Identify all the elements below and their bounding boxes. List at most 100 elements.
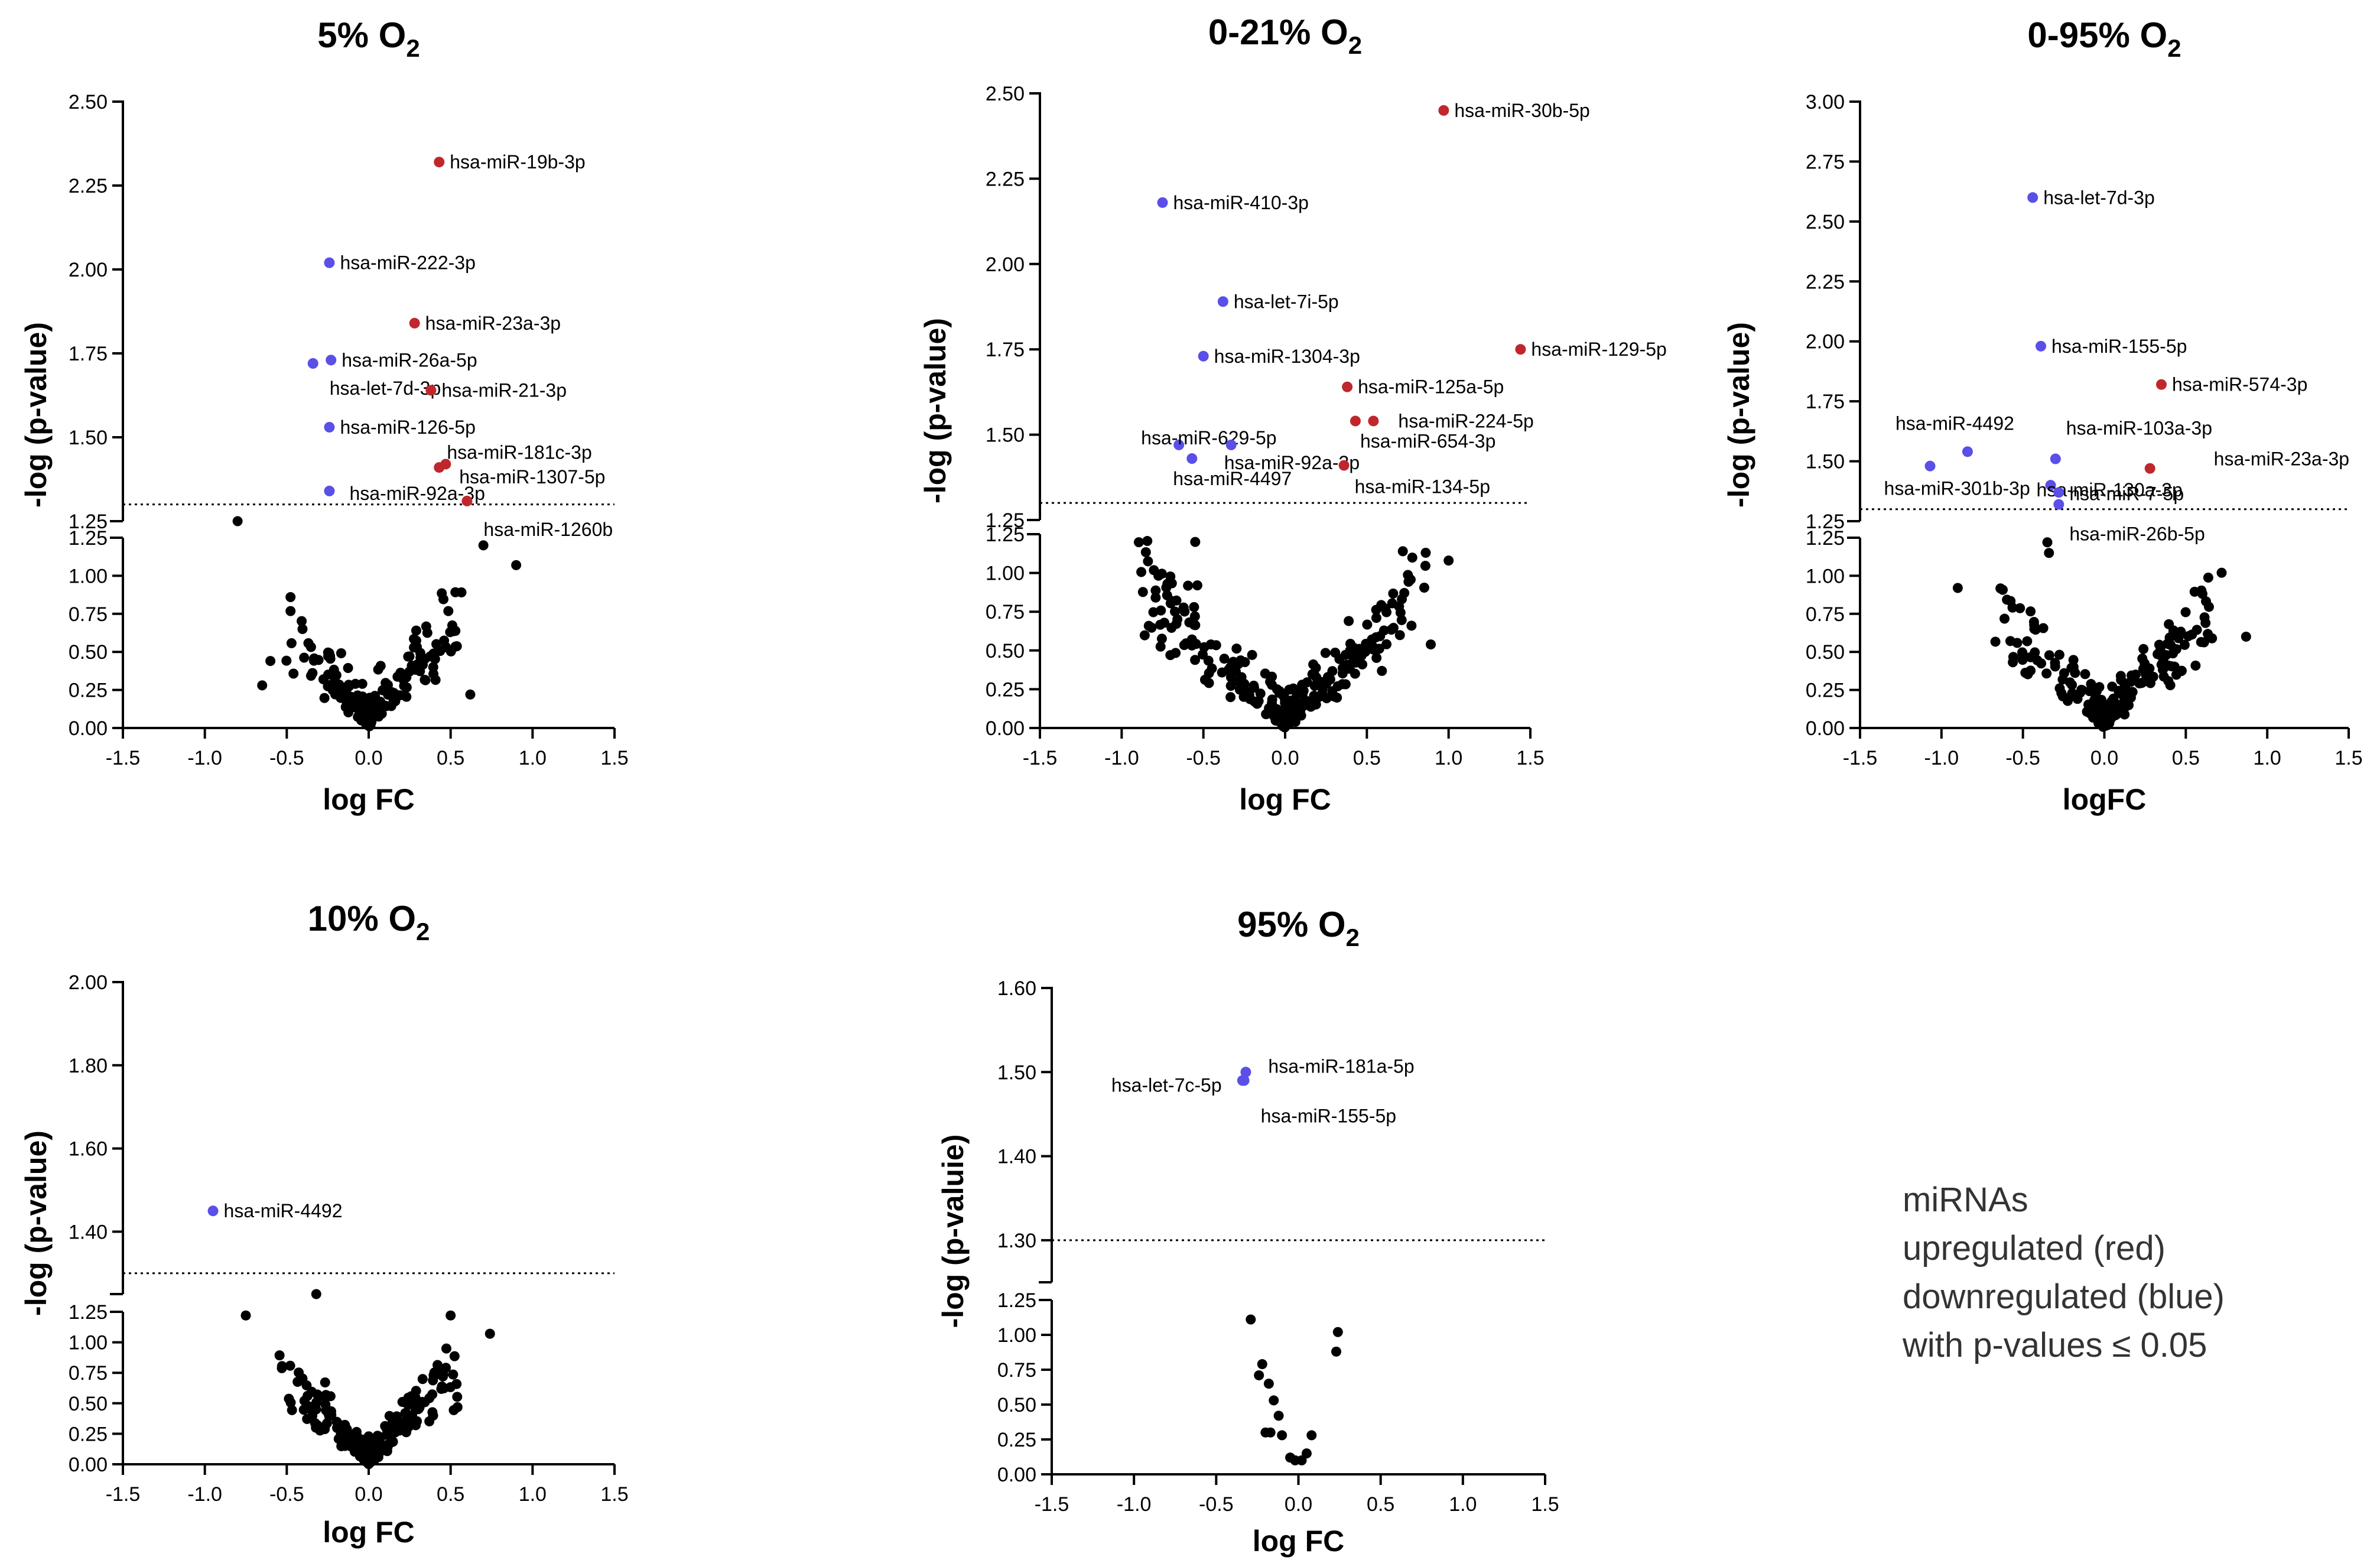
data-point bbox=[1189, 602, 1199, 612]
data-point bbox=[274, 1350, 285, 1361]
data-point bbox=[1148, 607, 1159, 618]
data-point bbox=[452, 1392, 463, 1402]
x-tick-label: 1.5 bbox=[1516, 747, 1544, 769]
data-point bbox=[2108, 693, 2119, 704]
data-point bbox=[441, 642, 451, 652]
data-point bbox=[2137, 678, 2147, 688]
panel-5pct-o2: 5% O2 1.25 1.50 1.75 2.00 2.25 2.50 0.00 0.25 0.5… bbox=[19, 15, 629, 816]
data-point bbox=[1388, 588, 1399, 599]
x-tick-label: 0.0 bbox=[1271, 747, 1299, 769]
data-point bbox=[1397, 546, 1408, 557]
downregulated-point bbox=[1186, 453, 1198, 464]
data-point bbox=[1990, 636, 2001, 647]
data-point bbox=[1407, 552, 1417, 563]
x-tick-label: 1.5 bbox=[2335, 747, 2362, 769]
data-point bbox=[2103, 711, 2114, 722]
x-tick-label: 0.5 bbox=[437, 1483, 464, 1506]
downregulated-point bbox=[1225, 439, 1237, 450]
y-axis-title: -log (p-value) bbox=[19, 1130, 53, 1316]
x-tick-label: -1.5 bbox=[1023, 747, 1058, 769]
data-point bbox=[1225, 692, 1236, 703]
downregulated-point bbox=[307, 358, 318, 369]
data-point bbox=[353, 711, 363, 722]
data-point bbox=[1178, 602, 1189, 613]
y-tick-label: 1.00 bbox=[69, 1332, 108, 1354]
data-point bbox=[1203, 655, 1214, 666]
data-point bbox=[1345, 639, 1355, 649]
data-point bbox=[2042, 537, 2053, 548]
point-label: hsa-let-7d-3p bbox=[330, 378, 441, 399]
data-point bbox=[1217, 667, 1227, 678]
data-point bbox=[2083, 699, 2093, 710]
y-tick-label: 0.00 bbox=[1806, 717, 1845, 740]
data-point bbox=[302, 1413, 313, 1424]
y-tick-label: 1.25 bbox=[69, 527, 108, 550]
data-point bbox=[401, 682, 412, 693]
data-point bbox=[1375, 631, 1386, 642]
data-point bbox=[427, 1407, 438, 1418]
data-point bbox=[2005, 596, 2016, 606]
data-point bbox=[1405, 574, 1416, 585]
data-point bbox=[1162, 578, 1173, 589]
data-point bbox=[2030, 647, 2040, 658]
data-point bbox=[1321, 693, 1332, 704]
data-point bbox=[2096, 694, 2107, 705]
x-tick-label: 0.0 bbox=[2090, 747, 2118, 769]
data-point bbox=[339, 693, 350, 704]
data-point bbox=[1367, 634, 1377, 645]
panel-title: 10% O2 bbox=[308, 899, 430, 945]
data-point bbox=[451, 1379, 462, 1389]
data-point bbox=[1248, 682, 1259, 693]
data-point bbox=[2068, 691, 2079, 701]
point-label: hsa-miR-654-3p bbox=[1360, 430, 1495, 451]
panel-title: 95% O2 bbox=[1237, 905, 1360, 951]
upregulated-point bbox=[1338, 460, 1350, 471]
data-point bbox=[311, 1289, 321, 1299]
data-point bbox=[323, 670, 333, 680]
data-point bbox=[1238, 683, 1248, 694]
data-point bbox=[2207, 633, 2218, 644]
data-point bbox=[2199, 637, 2209, 648]
y-tick-label: 2.50 bbox=[986, 83, 1025, 105]
y-tick-label: 1.00 bbox=[997, 1324, 1036, 1347]
data-point bbox=[420, 674, 430, 685]
data-point bbox=[1406, 620, 1417, 631]
data-point bbox=[297, 616, 307, 626]
data-point bbox=[2085, 708, 2095, 719]
data-point bbox=[1387, 598, 1397, 609]
data-point bbox=[2140, 658, 2150, 669]
data-point bbox=[390, 1427, 401, 1438]
panel-0-95pct-o2: 0-95% O2 1.25 1.50 1.75 2.00 2.25 2.50 2.75 3.00… bbox=[1722, 15, 2363, 816]
upregulated-point bbox=[1438, 105, 1449, 116]
data-point bbox=[398, 671, 409, 682]
data-point bbox=[286, 638, 297, 649]
point-label: hsa-miR-301b-3p bbox=[1884, 478, 2030, 499]
y-tick-label: 2.00 bbox=[69, 259, 108, 281]
data-point bbox=[285, 592, 296, 602]
data-point bbox=[287, 1405, 297, 1415]
y-tick-label: 3.00 bbox=[1806, 91, 1845, 113]
data-point bbox=[311, 1397, 322, 1408]
data-point bbox=[1341, 659, 1352, 670]
y-tick-label: 1.25 bbox=[69, 511, 108, 533]
data-point bbox=[308, 655, 319, 666]
data-point bbox=[437, 588, 447, 599]
data-point bbox=[1261, 709, 1272, 720]
legend: miRNAs upregulated (red) downregulated (… bbox=[1903, 1176, 2225, 1370]
downregulated-point bbox=[207, 1205, 219, 1217]
data-point bbox=[450, 587, 461, 597]
data-point bbox=[383, 690, 394, 700]
x-axis-title: log FC bbox=[1239, 783, 1331, 816]
data-point bbox=[240, 1310, 251, 1321]
data-point bbox=[445, 627, 456, 638]
data-point bbox=[1396, 615, 1407, 625]
y-tick-label: 0.00 bbox=[69, 1454, 108, 1476]
x-tick-label: -0.5 bbox=[1199, 1493, 1234, 1516]
data-point bbox=[357, 678, 368, 689]
data-point bbox=[1136, 567, 1147, 577]
point-label: hsa-miR-23a-3p bbox=[425, 313, 561, 334]
data-point bbox=[392, 1415, 403, 1425]
y-tick-label: 2.50 bbox=[1806, 211, 1845, 233]
data-point bbox=[1332, 1327, 1343, 1337]
panel-95pct-o2: 95% O2 1.30 1.40 1.50 1.60 0.00 0.25 0.50 0.75 1.… bbox=[937, 905, 1559, 1558]
